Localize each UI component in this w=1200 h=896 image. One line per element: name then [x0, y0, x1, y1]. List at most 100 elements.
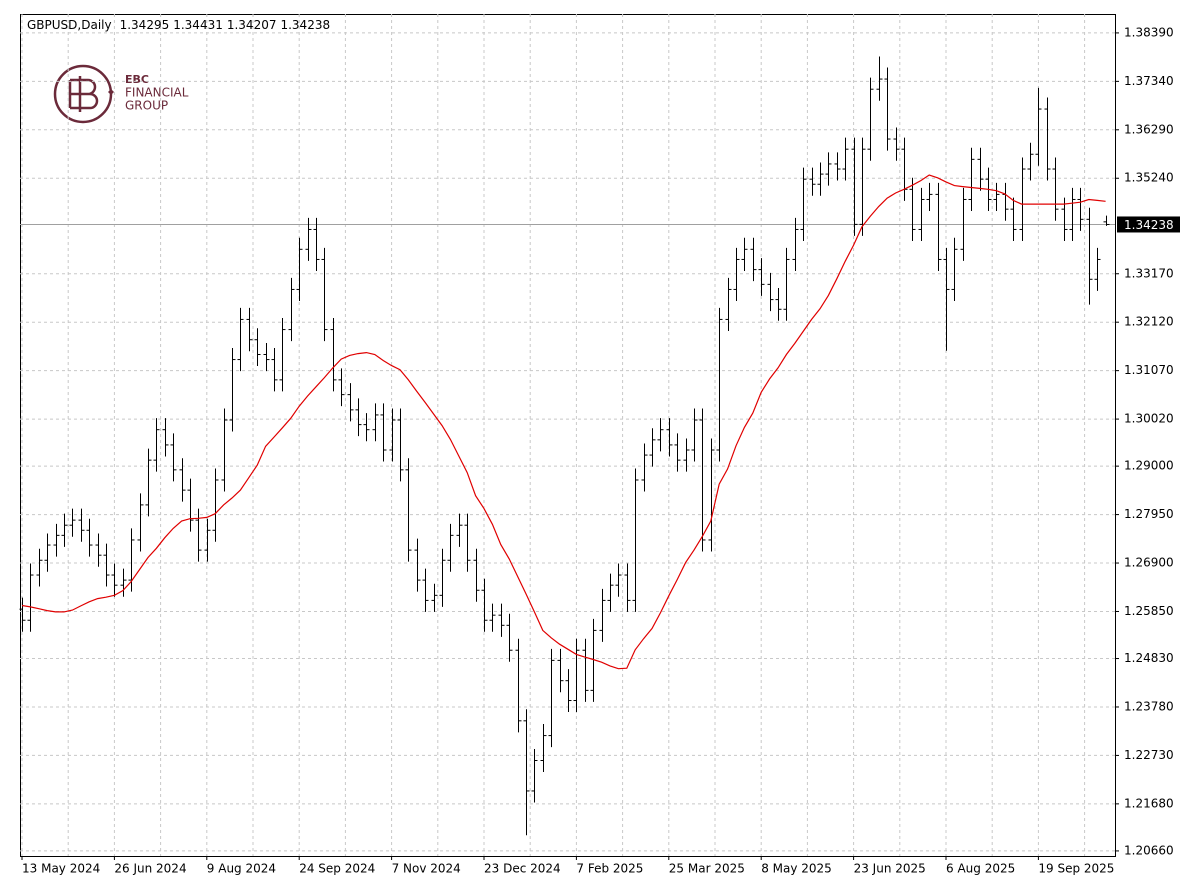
ohlc-bar — [624, 563, 631, 612]
logo: EBC FINANCIAL GROUP — [53, 64, 189, 124]
ohlc-bar — [44, 533, 51, 572]
ohlc-bar — [758, 258, 765, 296]
ohlc-bar — [431, 583, 438, 612]
ohlc-bar — [523, 709, 530, 836]
ohlc-bar — [741, 237, 748, 271]
ohlc-bar — [792, 217, 799, 271]
ohlc-bar — [859, 137, 866, 236]
x-tick-label: 23 Dec 2024 — [484, 862, 561, 876]
ohlc-bar — [506, 613, 513, 662]
x-tick-label: 13 May 2024 — [22, 862, 100, 876]
ohlc-bar — [817, 162, 824, 196]
y-tick-label: 1.25850 — [1124, 604, 1174, 618]
ohlc-bar — [229, 348, 236, 432]
ohlc-bar — [851, 137, 858, 236]
ohlc-bar — [750, 237, 757, 282]
x-tick-label: 24 Sep 2024 — [299, 862, 375, 876]
y-tick-label: 1.38390 — [1124, 25, 1174, 39]
y-tick-label: 1.20660 — [1124, 843, 1174, 857]
ohlc-bar — [330, 318, 337, 392]
ohlc-bar — [783, 247, 790, 321]
ohlc-bar — [599, 588, 606, 642]
ohlc-bar — [834, 152, 841, 181]
ohlc-bar — [716, 307, 723, 462]
ohlc-bar — [170, 433, 177, 482]
ohlc-bar — [699, 408, 706, 552]
y-tick-label: 1.21680 — [1124, 796, 1174, 810]
logo-text: FINANCIAL — [125, 86, 189, 100]
ohlc-bar — [725, 277, 732, 331]
y-tick-label: 1.37340 — [1124, 74, 1174, 88]
ohlc-bar — [582, 638, 589, 702]
ohlc-bar — [809, 167, 816, 196]
ohlc-bar — [641, 443, 648, 492]
ohlc-bar — [573, 638, 580, 713]
x-tick-label: 8 May 2025 — [761, 862, 832, 876]
ohlc-bar — [439, 548, 446, 607]
y-tick-label: 1.30020 — [1124, 412, 1174, 426]
ohlc-bar — [221, 408, 228, 492]
ohlc-bar — [884, 67, 891, 151]
y-tick-label: 1.24830 — [1124, 651, 1174, 665]
y-tick-label: 1.35240 — [1124, 171, 1174, 185]
price-label: 1.34238 — [1124, 218, 1174, 232]
ohlc-bar — [918, 187, 925, 241]
ohlc-bar — [649, 428, 656, 467]
ohlc-bar — [481, 578, 488, 632]
ohlc-bar — [53, 523, 60, 557]
ohlc-bar — [733, 247, 740, 301]
ohlc-bar — [103, 543, 110, 587]
y-tick-label: 1.22730 — [1124, 748, 1174, 762]
ohlc-bar — [422, 568, 429, 612]
ohlc-bar — [389, 408, 396, 462]
y-tick-label: 1.23780 — [1124, 699, 1174, 713]
ohlc-bar — [27, 563, 34, 632]
ohlc-bar — [347, 383, 354, 422]
ohlc-bar — [237, 307, 244, 372]
y-tick-label: 1.31070 — [1124, 363, 1174, 377]
ohlc-bar — [321, 247, 328, 342]
logo-mark — [68, 76, 99, 112]
x-tick-label: 6 Aug 2025 — [946, 862, 1015, 876]
ohlc-bar — [355, 398, 362, 437]
ohlc-bar — [548, 648, 555, 748]
ohlc-bar — [288, 277, 295, 342]
ohlc-bar — [78, 508, 85, 542]
ohlc-bar — [867, 77, 874, 161]
chart-header: GBPUSD,Daily 1.34295 1.34431 1.34207 1.34238 — [27, 18, 330, 32]
ohlc-bar — [456, 513, 463, 547]
ohlc-bar — [212, 468, 219, 542]
ohlc-bar — [271, 348, 278, 392]
ohlc-bar — [489, 603, 496, 632]
moving-average — [21, 174, 1106, 670]
ohlc-bar — [565, 669, 572, 713]
header-open: 1.34295 — [120, 18, 170, 32]
ohlc-bar — [943, 247, 950, 351]
ohlc-bar — [254, 328, 261, 367]
ohlc-bar — [86, 518, 93, 557]
bars — [19, 56, 1110, 836]
ohlc-bar — [246, 307, 253, 352]
ohlc-bar — [69, 508, 76, 537]
ohlc-bar — [1035, 87, 1042, 166]
y-tick-label: 1.33170 — [1124, 266, 1174, 280]
x-tick-label: 25 Mar 2025 — [669, 862, 745, 876]
header-high: 1.34431 — [173, 18, 223, 32]
x-tick-label: 26 Jun 2024 — [114, 862, 186, 876]
x-tick-label: 9 Aug 2024 — [207, 862, 276, 876]
y-tick-label: 1.27950 — [1124, 507, 1174, 521]
ohlc-bar — [607, 573, 614, 612]
x-tick-label: 19 Sep 2025 — [1038, 862, 1114, 876]
ohlc-bar — [825, 152, 832, 186]
ohlc-bar — [960, 187, 967, 261]
ohlc-bar — [36, 548, 43, 587]
ohlc-bar — [935, 182, 942, 271]
ohlc-bar — [405, 458, 412, 562]
ohlc-bar — [263, 342, 270, 372]
ohlc-bar — [540, 724, 547, 773]
ohlc-bar — [1027, 142, 1034, 181]
ohlc-bar — [162, 418, 169, 457]
logo-text: EBC — [125, 73, 149, 86]
ohlc-bar — [1019, 157, 1026, 241]
grid — [20, 14, 1115, 856]
